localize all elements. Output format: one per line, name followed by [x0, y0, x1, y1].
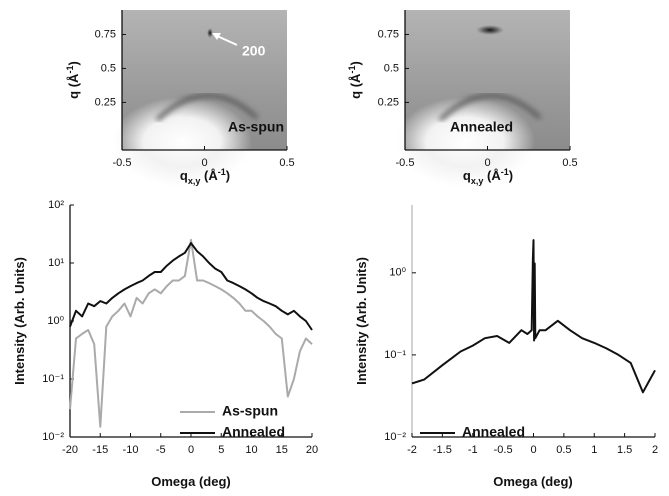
- x-tick-label: -5: [156, 444, 166, 456]
- x-tick-label: 0.5: [279, 157, 294, 169]
- axis-label-part: q (Å: [348, 73, 363, 99]
- axis-label-part: ): [66, 61, 81, 65]
- x-tick-label: 1.5: [617, 444, 632, 456]
- x-tick-label: -20: [62, 444, 78, 456]
- panel-label: Annealed: [450, 119, 513, 135]
- axis-label-part: -1: [218, 167, 226, 177]
- y-tick-label: 0.75: [95, 28, 116, 40]
- y-tick-label: 10⁻²: [42, 431, 64, 443]
- scatter-features: [112, 28, 259, 187]
- axis-label-part: ): [348, 61, 363, 65]
- legend-label: Annealed: [222, 424, 285, 440]
- x-tick-label: 10: [245, 444, 257, 456]
- axis-label-part: q: [180, 168, 188, 183]
- y-tick-label: 10¹: [48, 257, 64, 269]
- x-tick-label: 0: [484, 157, 490, 169]
- y-tick-label: 10⁻¹: [384, 349, 406, 361]
- axis-label-part: ): [509, 168, 513, 183]
- x-tick-label: -1.5: [433, 444, 452, 456]
- y-tick-label: 10⁻¹: [42, 373, 64, 385]
- data-line: [69, 238, 313, 428]
- y-tick-label: 0.25: [95, 96, 116, 108]
- annotation-arrowhead: [212, 33, 221, 40]
- y-tick-label: 0.5: [384, 62, 399, 74]
- axis-label-part: q (Å: [66, 73, 81, 99]
- y-tick-label: 10⁻²: [384, 431, 406, 443]
- x-tick-label: -2: [407, 444, 417, 456]
- x-tick-label: 0.5: [562, 157, 577, 169]
- axis-label-part: -1: [501, 167, 509, 177]
- beamstop-glow: [395, 97, 535, 187]
- x-tick-label: 20: [306, 444, 318, 456]
- x-tick-label: 2: [652, 444, 658, 456]
- axis-label-part: -1: [347, 66, 357, 74]
- y-tick-label: 0.25: [378, 96, 399, 108]
- y-tick-label: 10²: [48, 199, 64, 211]
- legend-label: As-spun: [222, 403, 278, 419]
- axis-label-part: (Å: [483, 168, 501, 183]
- reflection-spot: [207, 28, 213, 38]
- y-tick-label: 10⁰: [389, 267, 406, 279]
- x-tick-label: 1: [591, 444, 597, 456]
- y-tick-label: 0.5: [101, 62, 116, 74]
- axis-label-part: x,y: [471, 176, 484, 186]
- x-tick-label: 5: [218, 444, 224, 456]
- x-tick-label: 15: [276, 444, 288, 456]
- x-tick-label: -0.5: [113, 157, 132, 169]
- scattering-arc: [155, 93, 259, 122]
- axis-label: Omega (deg): [151, 474, 230, 489]
- x-tick-label: -15: [92, 444, 108, 456]
- axis-label-part: q: [463, 168, 471, 183]
- beamstop-glow: [112, 97, 252, 187]
- data-line: [69, 242, 313, 331]
- x-tick-label: -10: [123, 444, 139, 456]
- axis-label: q (Å-1): [347, 61, 363, 99]
- x-tick-label: -0.5: [494, 444, 513, 456]
- x-tick-label: 0.5: [556, 444, 571, 456]
- axis-label-part: (Å: [200, 168, 218, 183]
- panel-label: As-spun: [228, 119, 284, 135]
- scatter-features: [395, 25, 542, 187]
- axis-label: qx,y (Å-1): [180, 167, 230, 186]
- axis-label: q (Å-1): [65, 61, 81, 99]
- axis-label: Intensity (Arb. Units): [12, 257, 27, 385]
- axis-label: qx,y (Å-1): [463, 167, 513, 186]
- x-tick-label: -1: [468, 444, 478, 456]
- reflection-spot: [476, 25, 504, 35]
- annotation: 200: [242, 43, 266, 59]
- y-tick-label: 0.75: [378, 28, 399, 40]
- data-line: [411, 239, 656, 394]
- axis-label-part: x,y: [188, 176, 201, 186]
- y-tick-label: 10⁰: [47, 315, 64, 327]
- axis-label: Omega (deg): [493, 474, 572, 489]
- x-tick-label: 0: [530, 444, 536, 456]
- legend-label: Annealed: [462, 424, 525, 440]
- axis-label: Intensity (Arb. Units): [354, 257, 369, 385]
- scattering-arc: [438, 93, 542, 122]
- x-tick-label: 0: [201, 157, 207, 169]
- x-tick-label: -0.5: [396, 157, 415, 169]
- axis-label-part: ): [226, 168, 230, 183]
- axis-label-part: -1: [65, 66, 75, 74]
- x-tick-label: 0: [188, 444, 194, 456]
